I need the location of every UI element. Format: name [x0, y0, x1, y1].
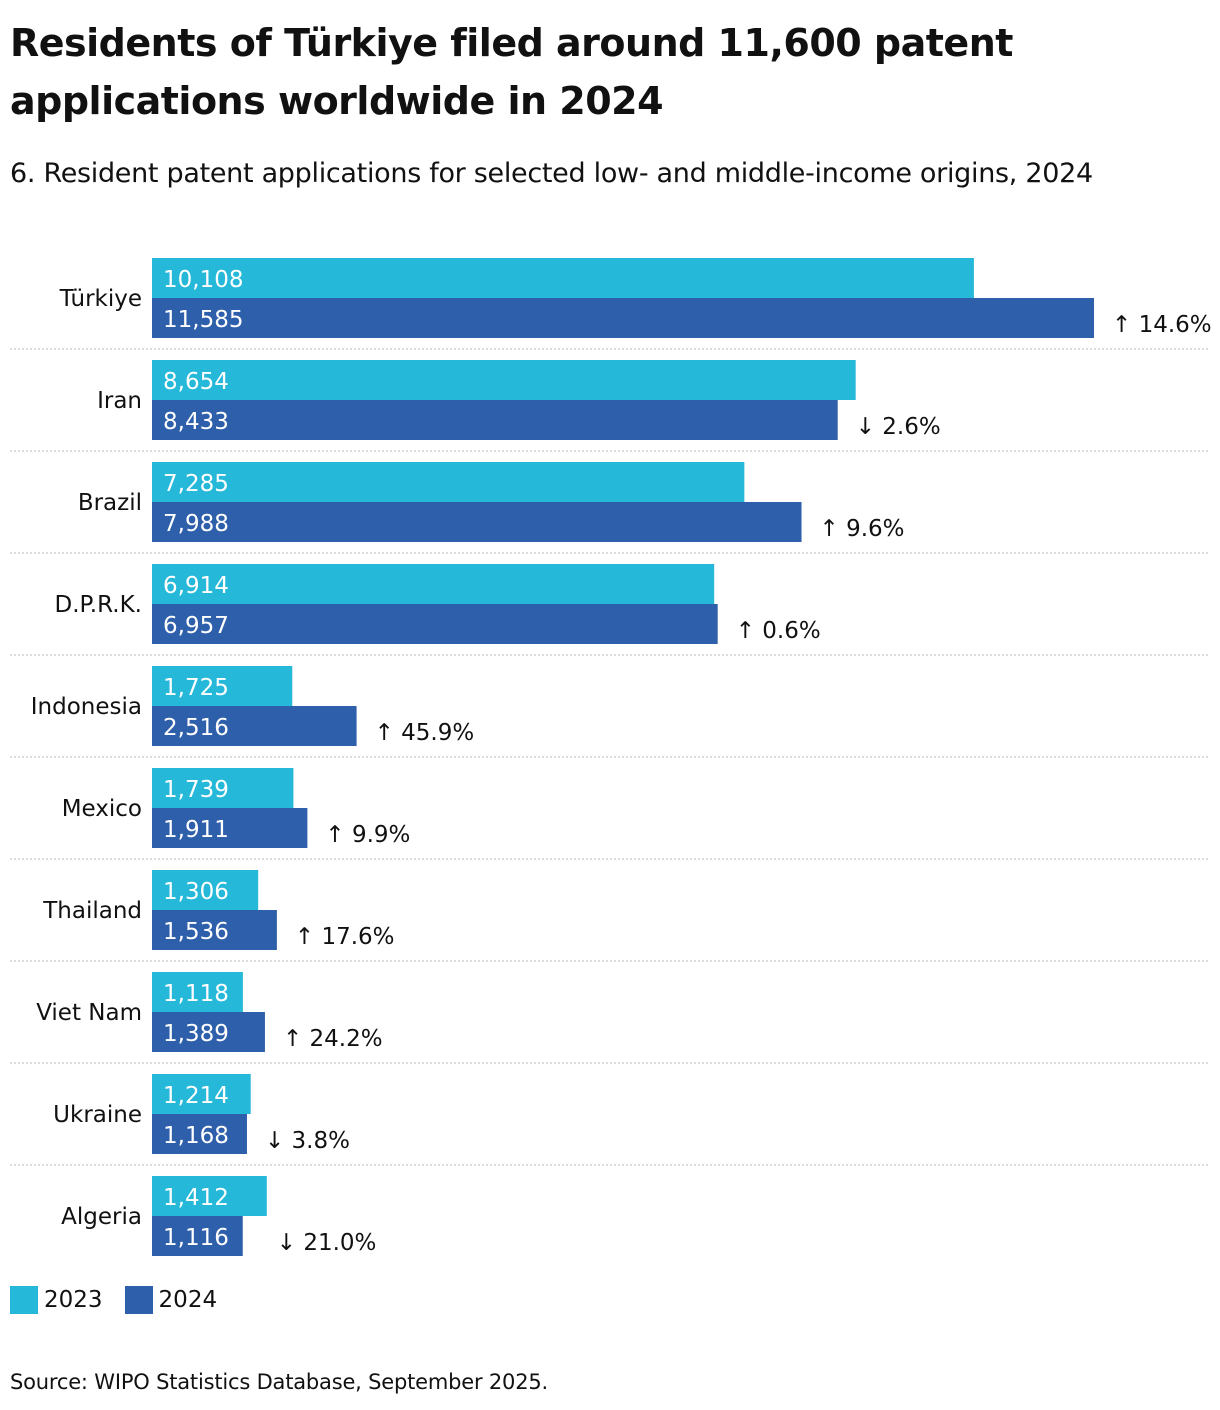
bar-value-label-2023-ukraine: 1,214 — [163, 1083, 229, 1109]
legend: 2023 2024 — [10, 1286, 239, 1314]
source-note: Source: WIPO Statistics Database, Septem… — [10, 1370, 548, 1394]
bar-value-label-2024-d-p-r-k: 6,957 — [163, 613, 229, 639]
bar-2024-iran — [152, 400, 838, 440]
bar-value-label-2024-thailand: 1,536 — [163, 919, 229, 945]
bar-value-label-2024-brazil: 7,988 — [163, 511, 229, 537]
bar-value-label-2023-thailand: 1,306 — [163, 879, 229, 905]
change-label-brazil: ↑ 9.6% — [820, 516, 905, 542]
bar-2024-viet-nam — [152, 1012, 265, 1052]
bar-value-label-2024-iran: 8,433 — [163, 409, 229, 435]
category-label-d-p-r-k: D.P.R.K. — [55, 592, 143, 618]
bar-value-label-2024-indonesia: 2,516 — [163, 715, 229, 741]
legend-item-2024: 2024 — [124, 1286, 218, 1314]
category-label-mexico: Mexico — [62, 796, 142, 822]
bar-value-label-2023-algeria: 1,412 — [163, 1185, 229, 1211]
change-label-indonesia: ↑ 45.9% — [375, 720, 475, 746]
bar-2023-viet-nam — [152, 972, 243, 1012]
bar-value-label-2024-algeria: 1,116 — [163, 1225, 229, 1251]
bar-value-label-2023-d-p-r-k: 6,914 — [163, 573, 229, 599]
legend-item-2023: 2023 — [10, 1286, 103, 1314]
change-label-mexico: ↑ 9.9% — [325, 822, 410, 848]
legend-swatch-2024 — [124, 1286, 153, 1314]
change-label-iran: ↓ 2.6% — [856, 414, 941, 440]
bar-2023-iran — [152, 360, 856, 400]
bar-2023-algeria — [152, 1176, 267, 1216]
bar-2024-indonesia — [152, 706, 357, 746]
bar-value-label-2023-iran: 8,654 — [163, 369, 229, 395]
bar-2023-indonesia — [152, 666, 293, 706]
bar-2023-d-p-r-k — [152, 564, 715, 604]
bar-2023-brazil — [152, 462, 745, 502]
legend-swatch-2023 — [10, 1286, 38, 1314]
bar-2023-thailand — [152, 870, 259, 910]
bar-value-label-2023-indonesia: 1,725 — [163, 675, 229, 701]
category-label-ukraine: Ukraine — [53, 1102, 142, 1128]
bar-value-label-2024-mexico: 1,911 — [163, 817, 229, 843]
bar-chart: Türkiye 10,108 11,585 ↑ 14.6% Iran 8,654 8,433… — [10, 258, 1212, 1256]
legend-label-2024: 2024 — [158, 1287, 218, 1313]
category-label-iran: Iran — [97, 388, 142, 414]
bar-value-label-2023-viet-nam: 1,118 — [163, 981, 229, 1007]
bar-value-label-2024-viet-nam: 1,389 — [163, 1021, 229, 1047]
category-label-thailand: Thailand — [42, 898, 142, 924]
category-label-viet-nam: Viet Nam — [36, 1000, 142, 1026]
legend-label-2023: 2023 — [44, 1287, 103, 1313]
bar-2024-thailand — [152, 910, 277, 950]
bar-value-label-2023-turkiye: 10,108 — [163, 267, 243, 293]
change-label-turkiye: ↑ 14.6% — [1112, 312, 1212, 338]
change-label-d-p-r-k: ↑ 0.6% — [736, 618, 821, 644]
category-label-indonesia: Indonesia — [31, 694, 142, 720]
chart-subtitle: 6. Resident patent applications for sele… — [10, 158, 1093, 189]
bar-value-label-2024-turkiye: 11,585 — [163, 307, 243, 333]
category-label-algeria: Algeria — [61, 1204, 142, 1230]
bar-value-label-2023-mexico: 1,739 — [163, 777, 229, 803]
bar-2024-ukraine — [152, 1114, 247, 1154]
bar-2023-turkiye — [152, 258, 974, 298]
bar-2024-mexico — [152, 808, 308, 848]
change-label-algeria: ↓ 21.0% — [277, 1230, 377, 1256]
bar-2024-d-p-r-k — [152, 604, 718, 644]
change-label-ukraine: ↓ 3.8% — [265, 1128, 350, 1154]
bar-value-label-2023-brazil: 7,285 — [163, 471, 229, 497]
bar-2024-brazil — [152, 502, 802, 542]
category-label-turkiye: Türkiye — [59, 286, 142, 312]
change-label-viet-nam: ↑ 24.2% — [283, 1026, 383, 1052]
bar-2024-algeria — [152, 1216, 243, 1256]
bar-2024-turkiye — [152, 298, 1094, 338]
bar-2023-mexico — [152, 768, 294, 808]
bar-2023-ukraine — [152, 1074, 251, 1114]
chart-title: Residents of Türkiye filed around 11,600… — [10, 21, 1013, 123]
category-label-brazil: Brazil — [78, 490, 142, 516]
change-label-thailand: ↑ 17.6% — [295, 924, 395, 950]
bar-value-label-2024-ukraine: 1,168 — [163, 1123, 229, 1149]
